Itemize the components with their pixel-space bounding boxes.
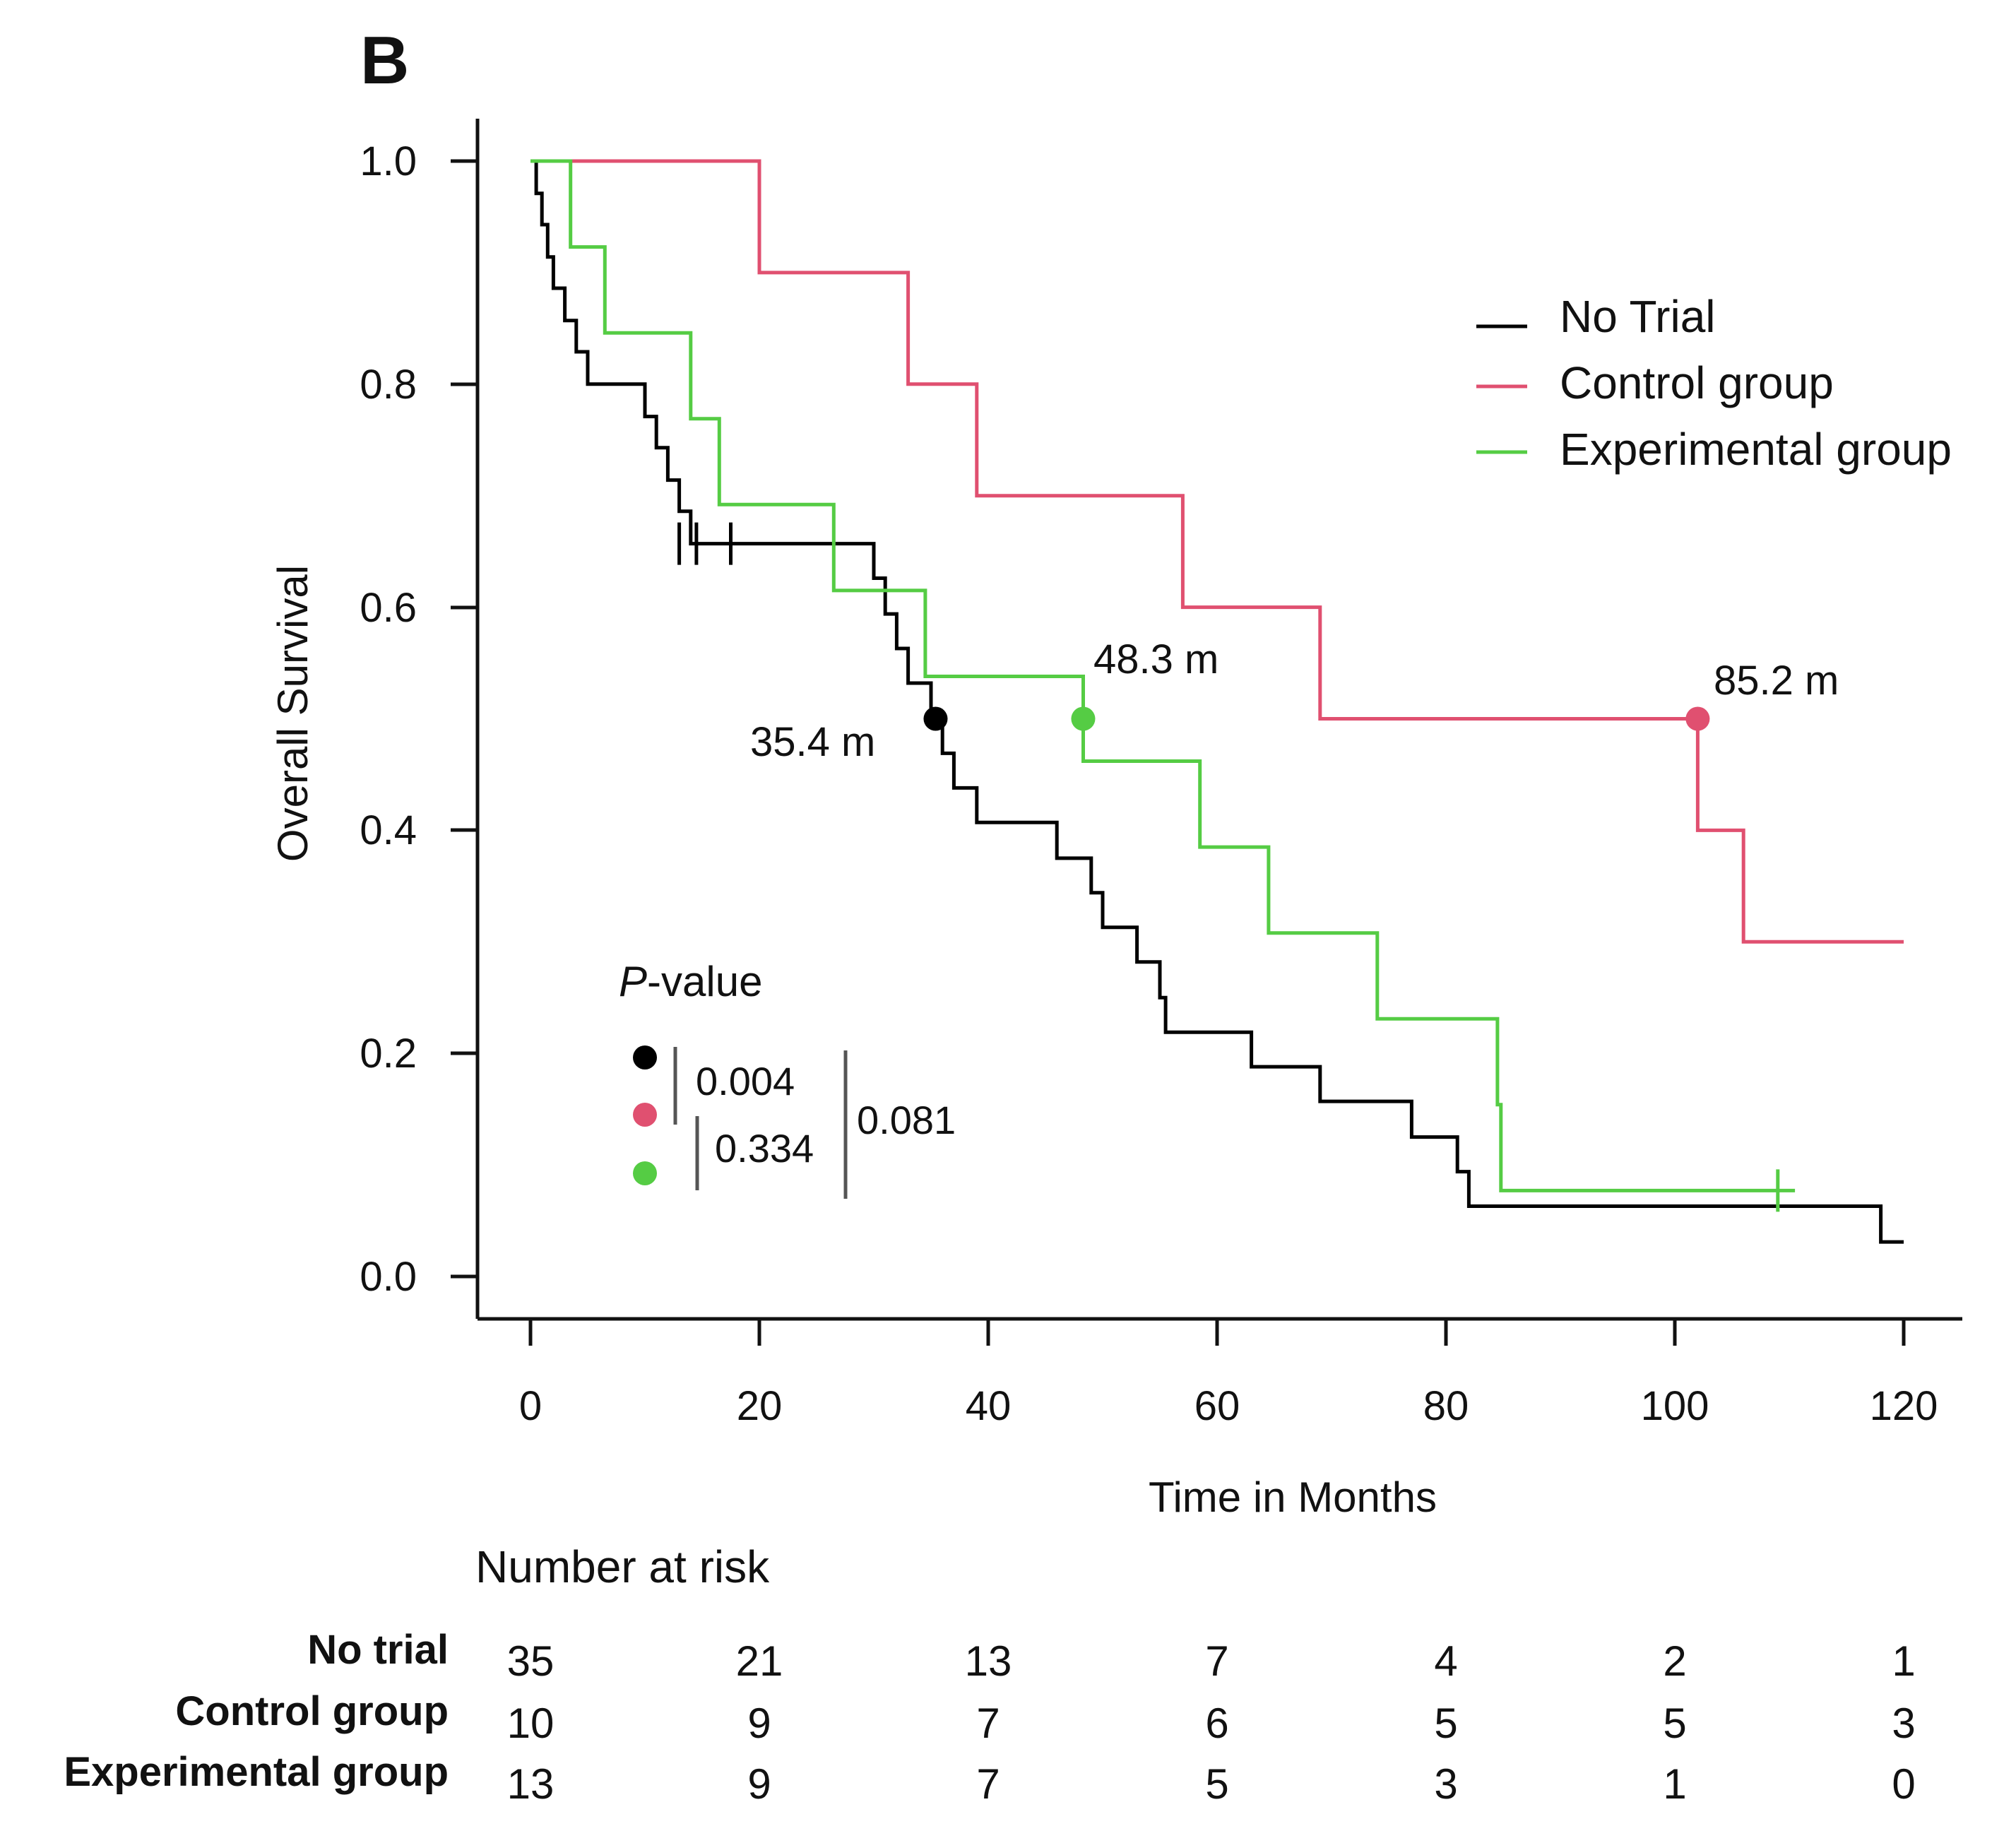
risk-value-control-t80: 5: [1434, 1700, 1457, 1747]
risk-value-experimental-t0: 13: [507, 1760, 555, 1808]
p-value-dot-experimental-group: [633, 1161, 657, 1185]
median-label-experimental-group: 48.3 m: [1093, 636, 1219, 682]
median-marker-control-group: [1685, 706, 1710, 731]
risk-value-control-t40: 7: [976, 1700, 1000, 1747]
legend: No Trial Control group Experimental grou…: [1476, 291, 1952, 475]
risk-value-no-trial-t20: 21: [736, 1637, 783, 1685]
risk-value-experimental-t20: 9: [747, 1760, 771, 1808]
risk-value-no-trial-t100: 2: [1663, 1637, 1686, 1685]
risk-row-label-experimental-group: Experimental group: [64, 1749, 449, 1795]
risk-row-label-control-group: Control group: [175, 1688, 449, 1734]
y-tick-label-4: 0.8: [360, 362, 417, 408]
survival-curves: [530, 159, 1904, 1244]
p-value-title: P-value: [619, 958, 762, 1005]
x-tick-label-0: 0: [519, 1383, 542, 1429]
median-markers: [923, 706, 1710, 731]
p-value-block: P-value 0.004 0.334 0.081: [619, 958, 956, 1199]
legend-label-no-trial: No Trial: [1560, 291, 1716, 342]
legend-label-experimental-group: Experimental group: [1560, 424, 1952, 475]
curve-control-group: [530, 159, 1904, 944]
p-value-control-vs-experimental: 0.334: [715, 1126, 814, 1171]
risk-value-control-t20: 9: [747, 1700, 771, 1747]
p-value-dot-no-trial: [633, 1045, 657, 1069]
x-tick-label-4: 80: [1423, 1383, 1469, 1429]
x-tick-label-5: 100: [1641, 1383, 1709, 1429]
risk-row-label-no-trial: No trial: [307, 1627, 449, 1673]
risk-value-no-trial-t40: 13: [965, 1637, 1012, 1685]
x-tick-label-3: 60: [1194, 1383, 1240, 1429]
y-axis-title: Overall Survival: [269, 565, 316, 862]
risk-table: Number at risk No trial Control group Ex…: [64, 1541, 1915, 1808]
y-tick-label-0: 0.0: [360, 1254, 417, 1300]
y-ticks: 0.0 0.2 0.4 0.6 0.8 1.0: [360, 138, 478, 1300]
p-value-no-trial-vs-control: 0.004: [696, 1059, 795, 1103]
y-tick-label-5: 1.0: [360, 138, 417, 184]
p-value-dot-control-group: [633, 1103, 657, 1127]
risk-table-title: Number at risk: [475, 1541, 770, 1592]
median-marker-experimental-group: [1071, 706, 1096, 731]
median-marker-no-trial: [923, 706, 948, 731]
curve-experimental-group: [530, 159, 1796, 1192]
x-tick-label-2: 40: [966, 1383, 1012, 1429]
panel-label: B: [360, 23, 409, 98]
p-value-title-p: P: [619, 958, 647, 1005]
risk-value-experimental-t80: 3: [1434, 1760, 1457, 1808]
p-value-title-rest: -value: [647, 958, 762, 1005]
x-axis-title: Time in Months: [1149, 1474, 1437, 1521]
median-label-no-trial: 35.4 m: [750, 719, 875, 765]
risk-value-control-t100: 5: [1663, 1700, 1686, 1747]
risk-value-control-t0: 10: [507, 1700, 555, 1747]
censor-marks: [677, 522, 1780, 1212]
risk-value-experimental-t60: 5: [1205, 1760, 1228, 1808]
x-tick-label-1: 20: [737, 1383, 783, 1429]
p-value-no-trial-vs-experimental: 0.081: [857, 1098, 956, 1142]
risk-value-experimental-t120: 0: [1892, 1760, 1915, 1808]
y-tick-label-3: 0.6: [360, 585, 417, 631]
risk-value-experimental-t40: 7: [976, 1760, 1000, 1808]
risk-value-experimental-t100: 1: [1663, 1760, 1686, 1808]
y-tick-label-1: 0.2: [360, 1031, 417, 1077]
legend-label-control-group: Control group: [1560, 357, 1834, 408]
risk-value-control-t60: 6: [1205, 1700, 1228, 1747]
risk-value-no-trial-t60: 7: [1205, 1637, 1228, 1685]
risk-value-no-trial-t120: 1: [1892, 1637, 1915, 1685]
median-label-control-group: 85.2 m: [1714, 658, 1839, 704]
x-tick-label-6: 120: [1870, 1383, 1938, 1429]
risk-value-no-trial-t0: 35: [507, 1637, 555, 1685]
y-tick-label-2: 0.4: [360, 807, 417, 853]
risk-value-control-t120: 3: [1892, 1700, 1915, 1747]
curve-no-trial: [530, 159, 1904, 1244]
risk-value-no-trial-t80: 4: [1434, 1637, 1457, 1685]
x-ticks: 0 20 40 60 80 100 120: [519, 1319, 1938, 1429]
